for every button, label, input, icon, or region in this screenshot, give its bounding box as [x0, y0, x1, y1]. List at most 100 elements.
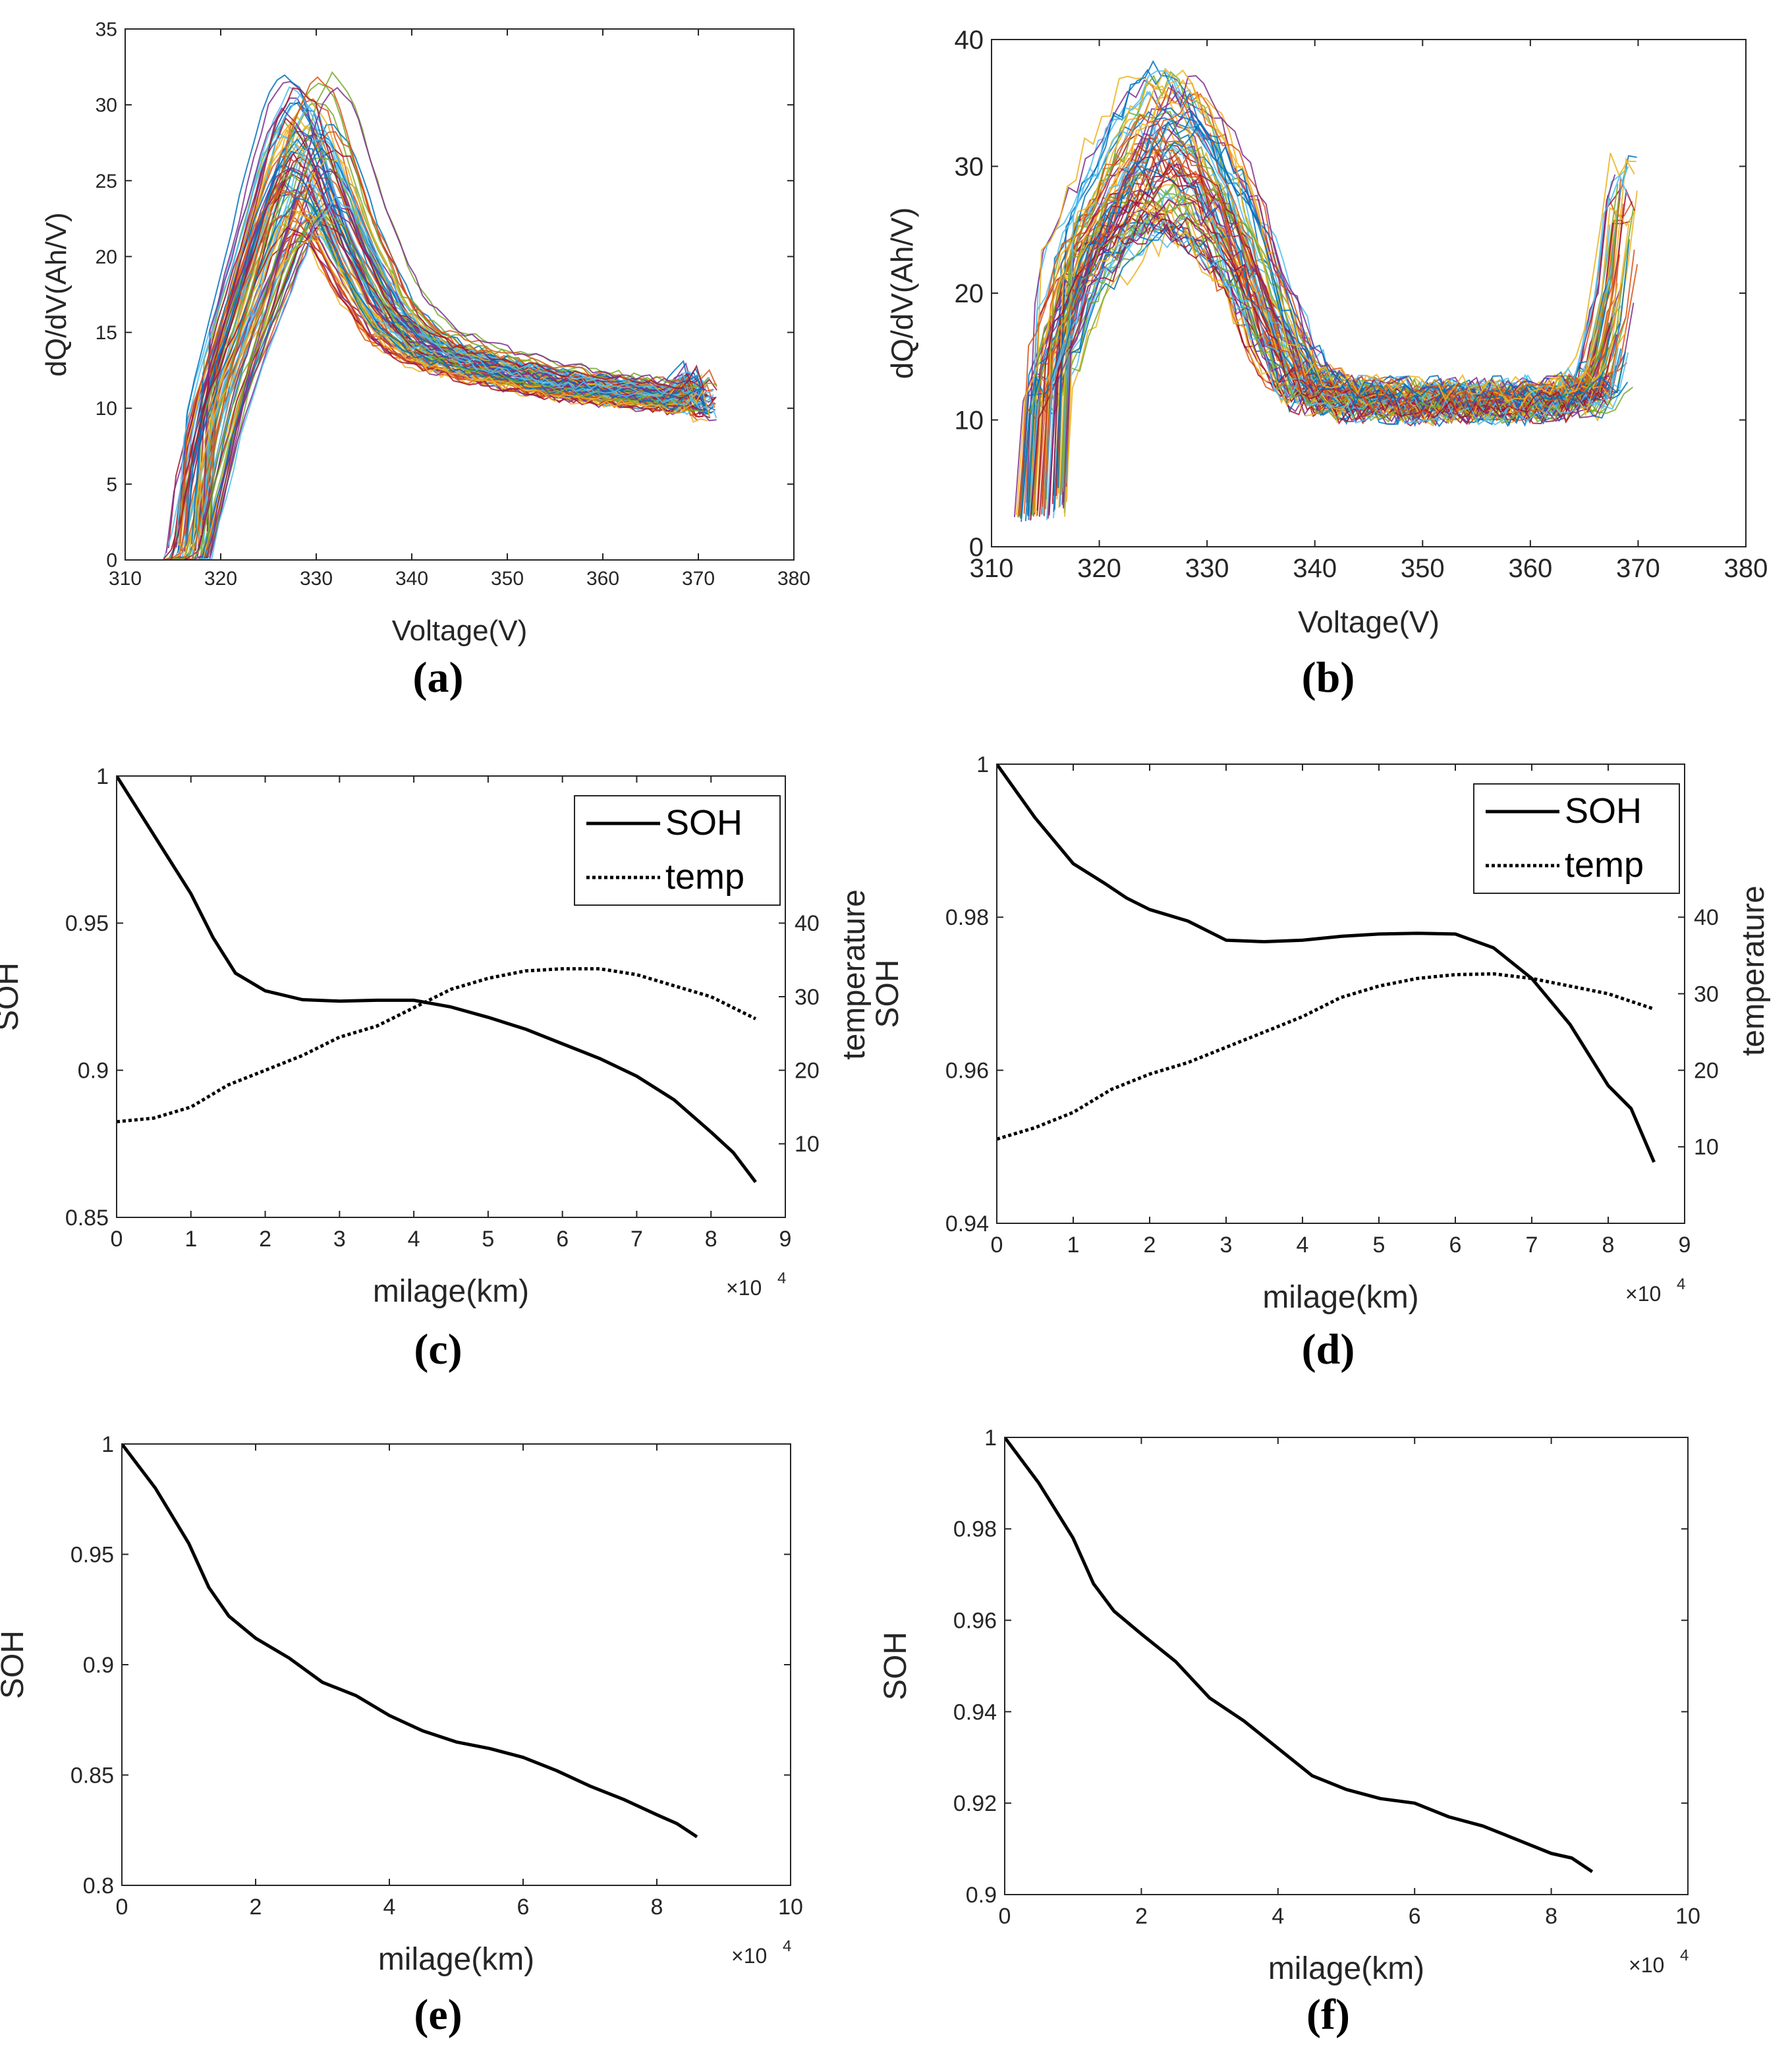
y-tick-label: 10: [96, 398, 117, 420]
plot-area: [117, 776, 757, 1183]
series-line-79: [1015, 67, 1630, 516]
x-tick-label: 5: [482, 1227, 494, 1252]
legend-label-temp: temp: [665, 857, 744, 897]
axes-frame: [121, 1443, 791, 1886]
y-tick-label: 0.8: [83, 1874, 114, 1899]
panel-label: (b): [1302, 653, 1355, 702]
x-axis-label: Voltage(V): [392, 615, 527, 647]
x-tick-label: 0: [116, 1895, 128, 1920]
series-line-53: [1060, 111, 1607, 495]
y-tick-label: 30: [955, 153, 984, 182]
y2-tick-label: 40: [1694, 905, 1719, 930]
y-tick-label: 0.98: [945, 905, 989, 930]
x-tick-label: 8: [1545, 1904, 1557, 1929]
legend-label-temp: temp: [1565, 845, 1644, 885]
series-line-73: [202, 107, 704, 520]
y-tick-label: 0.95: [70, 1542, 114, 1567]
series-line-60: [1026, 70, 1617, 515]
series-line-73: [1047, 198, 1613, 519]
series-line-23: [1032, 75, 1637, 495]
y-axis-label: dQ/dV(Ah/V): [40, 212, 72, 376]
x-axis-label: Voltage(V): [1298, 605, 1440, 639]
series-line-31: [202, 80, 715, 520]
x-tick-label: 3: [333, 1227, 346, 1252]
y-tick-label: 0: [106, 550, 117, 572]
plot-area: [1013, 60, 1638, 522]
y-tick-label: 0.96: [945, 1059, 989, 1084]
x-multiplier-exponent: 4: [1677, 1275, 1685, 1293]
series-line-4: [1063, 191, 1612, 513]
y-tick-label: 5: [106, 474, 117, 495]
x-tick-label: 350: [1401, 554, 1445, 583]
series-line-56: [1019, 123, 1620, 516]
series-line-6: [1056, 133, 1619, 489]
x-multiplier: ×10: [1629, 1953, 1664, 1977]
y-tick-label: 10: [955, 406, 984, 435]
series-line-76: [172, 227, 704, 551]
x-tick-label: 7: [630, 1227, 643, 1252]
chart-a: 310 320 330 340 350 360 370 380 0 5 10 15 20 25 30 35 Vo…: [40, 19, 810, 702]
y-tick-label: 1: [976, 752, 989, 777]
y-tick-label: 0.98: [953, 1517, 997, 1542]
x-tick-label: 310: [970, 554, 1014, 583]
x-axis-label: milage(km): [1268, 1951, 1424, 1986]
x-tick-label: 9: [1679, 1233, 1691, 1258]
y2-tick-label: 30: [795, 985, 820, 1010]
y-tick-label: 0.9: [78, 1059, 109, 1084]
x-tick-label: 0: [999, 1904, 1011, 1929]
panel-label: (e): [414, 1991, 462, 2039]
series-line-86: [192, 238, 711, 549]
y-tick-label: 0: [969, 533, 984, 562]
x-multiplier: ×10: [726, 1276, 762, 1300]
y2-axis-label: temperature: [1736, 885, 1771, 1056]
y2-tick-label: 10: [1694, 1135, 1719, 1160]
chart-c: 0 1 2 3 4 5 6 7 8 9 0.85 0.9 0.95 1 10 20 30 40 temperatur…: [0, 764, 872, 1374]
legend-box: [1473, 783, 1680, 894]
series-line-3: [1053, 106, 1611, 511]
y2-tick-label: 10: [795, 1132, 820, 1157]
x-tick-label: 10: [778, 1895, 803, 1920]
series-line-62: [1048, 161, 1612, 514]
x-tick-label: 10: [1675, 1904, 1700, 1929]
legend: SOH temp: [1473, 783, 1680, 894]
x-tick-label: 350: [491, 568, 524, 590]
y-tick-label: 40: [955, 26, 984, 55]
y-tick-label: 0.96: [953, 1609, 997, 1634]
y2-axis-label: temperature: [837, 889, 872, 1060]
series-line-SOH: [117, 776, 757, 1183]
x-tick-label: 340: [395, 568, 428, 590]
legend: SOH temp: [574, 795, 781, 906]
plot-area: [122, 1444, 698, 1839]
x-multiplier-exponent: 4: [1680, 1947, 1689, 1964]
series-line-temp: [997, 972, 1655, 1141]
x-tick-label: 320: [1077, 554, 1121, 583]
series-line-0: [1005, 1437, 1594, 1874]
y-tick-label: 0.85: [65, 1206, 109, 1231]
legend-label-SOH: SOH: [1565, 791, 1642, 831]
y-tick-label: 0.94: [953, 1700, 997, 1725]
x-tick-label: 360: [586, 568, 619, 590]
series-line-50: [1033, 86, 1623, 515]
panel-label: (f): [1306, 1991, 1350, 2039]
y-tick-label: 0.95: [65, 911, 109, 936]
x-tick-label: 310: [109, 568, 142, 590]
x-tick-label: 370: [682, 568, 715, 590]
y-axis-label: SOH: [0, 962, 25, 1031]
y-tick-label: 0.92: [953, 1791, 997, 1816]
x-tick-label: 330: [1185, 554, 1229, 583]
series-line-46: [1032, 170, 1608, 516]
y2-tick-label: 20: [795, 1059, 820, 1084]
x-tick-label: 320: [204, 568, 237, 590]
x-tick-label: 6: [1409, 1904, 1421, 1929]
y-tick-label: 0.94: [945, 1211, 989, 1236]
x-tick-label: 6: [556, 1227, 569, 1252]
y-tick-label: 1: [101, 1432, 114, 1457]
series-line-temp: [117, 967, 757, 1124]
x-axis-label: milage(km): [378, 1942, 534, 1977]
x-tick-label: 8: [705, 1227, 717, 1252]
y-tick-label: 30: [96, 95, 117, 117]
y-tick-label: 0.9: [83, 1653, 114, 1678]
series-line-78: [1043, 156, 1635, 516]
x-axis-label: milage(km): [1262, 1280, 1418, 1315]
x-multiplier: ×10: [731, 1944, 767, 1968]
